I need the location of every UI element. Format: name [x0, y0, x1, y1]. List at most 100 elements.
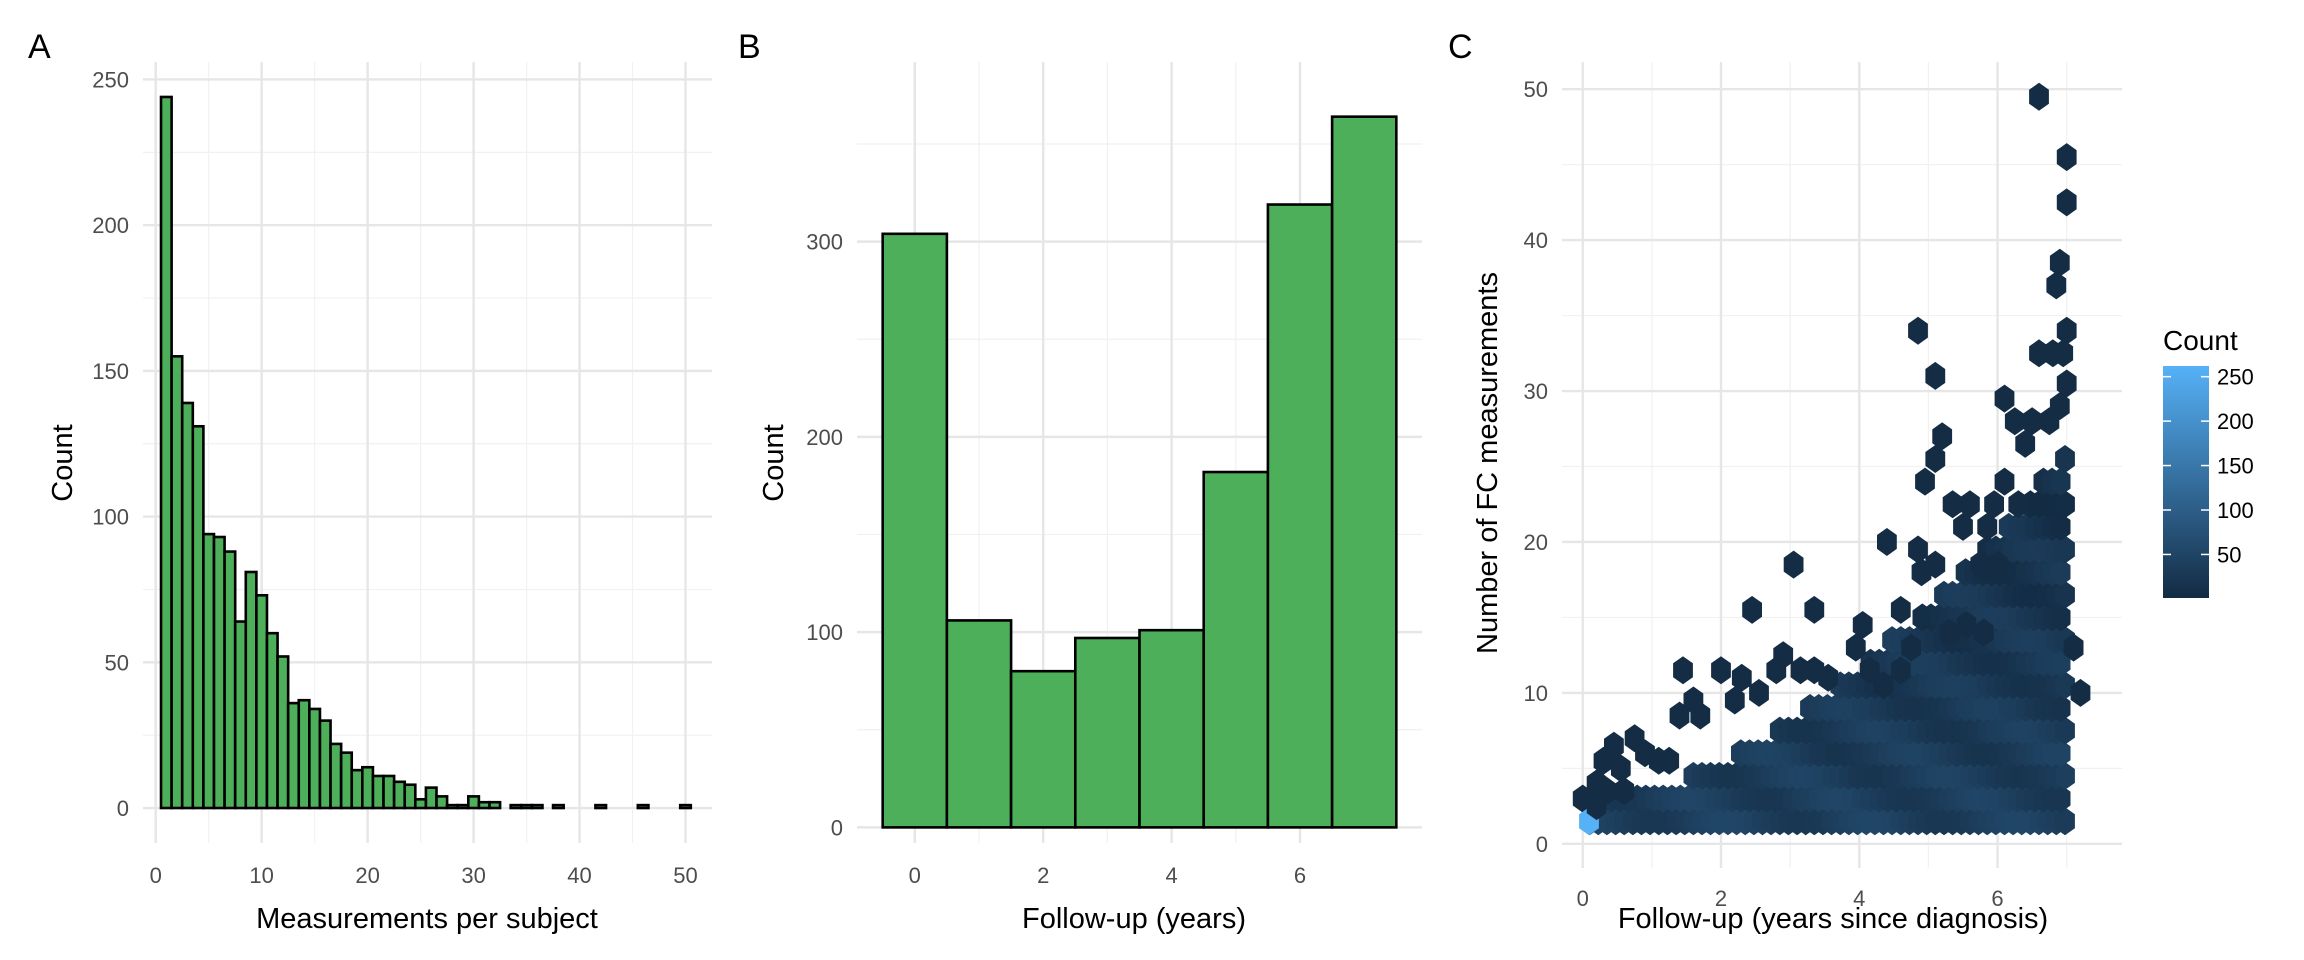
hexbin-cell — [1994, 467, 2015, 496]
histogram-bar — [318, 719, 332, 810]
x-tick-label: 0 — [1577, 886, 1589, 911]
hexbin-cell — [2055, 807, 2075, 836]
x-tick-label: 30 — [461, 863, 485, 888]
histogram-bar — [392, 780, 407, 810]
histogram-bar — [286, 701, 301, 810]
hexbin-cell — [1977, 512, 1998, 541]
x-tick-label: 2 — [1037, 863, 1049, 888]
histogram-bar — [170, 355, 184, 810]
histogram-bar — [1073, 636, 1141, 829]
histogram-bar — [881, 232, 949, 829]
hexbin-cell — [1804, 595, 1825, 624]
legend-tick-label: 50 — [2217, 542, 2241, 567]
y-tick-label: 300 — [806, 230, 843, 255]
hexbin-cell — [1731, 663, 1752, 692]
histogram-bar — [1138, 628, 1206, 829]
x-tick-label: 40 — [567, 863, 591, 888]
hexbin-cell — [1749, 678, 1769, 707]
hexbin-cell — [1673, 656, 1693, 685]
histogram-bar — [1266, 203, 1334, 829]
histogram-bar — [159, 95, 173, 810]
hexbin-cell — [2050, 694, 2071, 722]
hexbin-cell — [2055, 716, 2075, 745]
hexbin-cell — [1614, 777, 1635, 805]
panel-c-hexbin: C 0 2 4 6 0 10 20 30 40 50 Follow-up (years sinc… — [1448, 28, 2254, 935]
histogram-bar — [255, 593, 269, 810]
histogram-bar — [424, 786, 438, 810]
panel-b-letter: B — [738, 28, 761, 66]
histogram-bar — [180, 401, 195, 810]
hexbin-cell — [2063, 633, 2084, 662]
hexbin-cell — [2070, 678, 2091, 707]
count-legend: Count 50 100 150 200 250 — [2163, 325, 2254, 598]
hexbin-cell — [1783, 550, 1804, 579]
panel-a-y-axis-title: Count — [47, 424, 79, 501]
histogram-bar — [509, 803, 523, 810]
histogram-bar — [371, 774, 385, 810]
hexbin-cell — [2004, 407, 2025, 436]
hexbin-cell — [1604, 731, 1624, 760]
histogram-bar — [678, 803, 693, 810]
panel-b-bars — [881, 115, 1398, 829]
legend-tick-label: 150 — [2217, 454, 2254, 479]
histogram-bar — [403, 783, 417, 810]
hexbin-cell — [1773, 641, 1794, 670]
panel-a-histogram: A 0 10 20 30 40 50 0 50 100 150 200 250 Measuremen… — [28, 28, 712, 935]
hexbin-cell — [2056, 316, 2077, 345]
hexbin-cell — [1987, 550, 2008, 579]
histogram-bar — [265, 631, 279, 810]
hexbin-cell — [1984, 490, 2004, 519]
hexbin-cell — [2055, 445, 2075, 473]
histogram-bar — [233, 620, 248, 810]
histogram-bar — [1330, 115, 1398, 829]
histogram-bar — [361, 765, 375, 810]
hexbin-cell — [2050, 739, 2071, 768]
x-tick-label: 10 — [249, 863, 273, 888]
hexbin-cell — [1845, 633, 1866, 662]
panel-c-y-ticks: 0 10 20 30 40 50 — [1524, 77, 1548, 857]
histogram-bar — [382, 774, 396, 810]
histogram-bar — [530, 803, 544, 810]
hexbin-cell — [1925, 361, 1946, 390]
panel-a-x-axis-title: Measurements per subject — [256, 903, 598, 935]
histogram-bar — [191, 424, 205, 810]
y-tick-label: 150 — [92, 359, 129, 384]
hexbin-cell — [2050, 603, 2071, 632]
hexbin-cell — [1890, 595, 1911, 624]
y-tick-label: 50 — [105, 650, 129, 675]
hexbin-cell — [1908, 535, 1928, 564]
hexbin-cell — [2050, 784, 2071, 813]
histogram-bar — [212, 535, 226, 810]
histogram-bar — [594, 803, 608, 810]
x-tick-label: 0 — [150, 863, 162, 888]
hexbin-cell — [1586, 792, 1607, 821]
y-tick-label: 0 — [1536, 832, 1548, 857]
hexbin-cell — [1877, 528, 1897, 556]
y-tick-label: 250 — [92, 67, 129, 92]
histogram-bar — [308, 707, 322, 810]
panel-c-y-axis-title: Number of FC measurements — [1472, 272, 1504, 654]
legend-title: Count — [2163, 325, 2238, 356]
hexbin-cell — [2029, 82, 2049, 111]
y-tick-label: 50 — [1524, 77, 1548, 102]
hexbin-cell — [2029, 339, 2049, 368]
y-tick-label: 200 — [92, 213, 129, 238]
histogram-bar — [276, 655, 290, 810]
histogram-bar — [1202, 470, 1270, 829]
y-tick-label: 30 — [1524, 379, 1548, 404]
y-tick-label: 0 — [117, 796, 129, 821]
hexbin-cell — [2015, 429, 2036, 458]
legend-colorbar — [2163, 366, 2209, 598]
hexbin-cell — [2055, 580, 2075, 609]
hexbin-cell — [2046, 271, 2067, 300]
hexbin-cell — [1973, 618, 1994, 647]
panel-b-histogram: B 0 2 4 6 0 100 200 300 Follow-up (years) Coun… — [738, 28, 1422, 935]
hexbin-cell — [1994, 384, 2015, 413]
histogram-bar — [414, 797, 428, 810]
histogram-bar — [488, 800, 502, 810]
hexbin-cell — [1724, 686, 1745, 715]
hexbin-cell — [1742, 595, 1762, 624]
legend-ticks: 50 100 150 200 250 — [2163, 365, 2254, 567]
hexbin-cell — [1818, 663, 1839, 692]
